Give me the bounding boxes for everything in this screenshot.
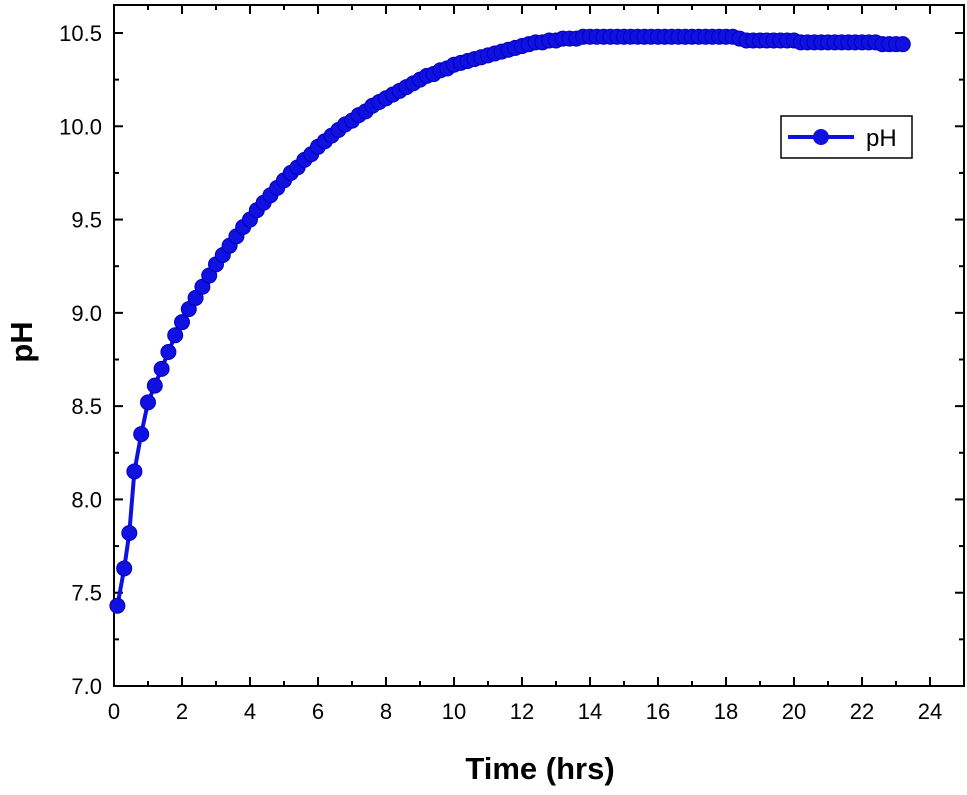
x-tick-label: 10 bbox=[442, 699, 466, 724]
data-point bbox=[116, 560, 133, 577]
legend-marker bbox=[813, 129, 829, 145]
y-tick-label: 7.5 bbox=[71, 581, 102, 606]
x-tick-label: 4 bbox=[244, 699, 256, 724]
data-point bbox=[174, 314, 190, 331]
x-tick-label: 2 bbox=[176, 699, 188, 724]
x-tick-label: 20 bbox=[782, 699, 806, 724]
x-tick-label: 6 bbox=[312, 699, 324, 724]
plot-frame bbox=[113, 4, 965, 687]
data-point bbox=[109, 597, 126, 614]
x-tick-label: 0 bbox=[108, 699, 120, 724]
y-tick-label: 10.0 bbox=[59, 114, 102, 139]
y-axis-title: pH bbox=[4, 321, 39, 362]
x-tick-label: 16 bbox=[646, 699, 670, 724]
data-point bbox=[146, 377, 163, 394]
x-tick-label: 8 bbox=[380, 699, 392, 724]
legend-label: pH bbox=[866, 125, 897, 152]
data-point bbox=[160, 344, 177, 361]
data-point bbox=[126, 463, 143, 480]
y-tick-label: 8.0 bbox=[71, 487, 102, 512]
x-tick-label: 12 bbox=[510, 699, 534, 724]
y-tick-label: 7.0 bbox=[71, 674, 102, 699]
data-point bbox=[153, 360, 170, 377]
y-tick-label: 8.5 bbox=[71, 394, 102, 419]
x-axis-title: Time (hrs) bbox=[465, 751, 614, 786]
x-tick-label: 24 bbox=[918, 699, 942, 724]
y-tick-label: 10.5 bbox=[59, 21, 102, 46]
x-tick-label: 18 bbox=[714, 699, 738, 724]
data-point bbox=[140, 394, 156, 411]
data-point bbox=[167, 327, 184, 344]
y-tick-label: 9.0 bbox=[71, 301, 102, 326]
data-point bbox=[133, 426, 150, 443]
data-point bbox=[121, 525, 138, 542]
data-point bbox=[894, 36, 911, 53]
x-tick-label: 14 bbox=[578, 699, 602, 724]
x-tick-label: 22 bbox=[850, 699, 874, 724]
y-tick-label: 9.5 bbox=[71, 208, 102, 233]
